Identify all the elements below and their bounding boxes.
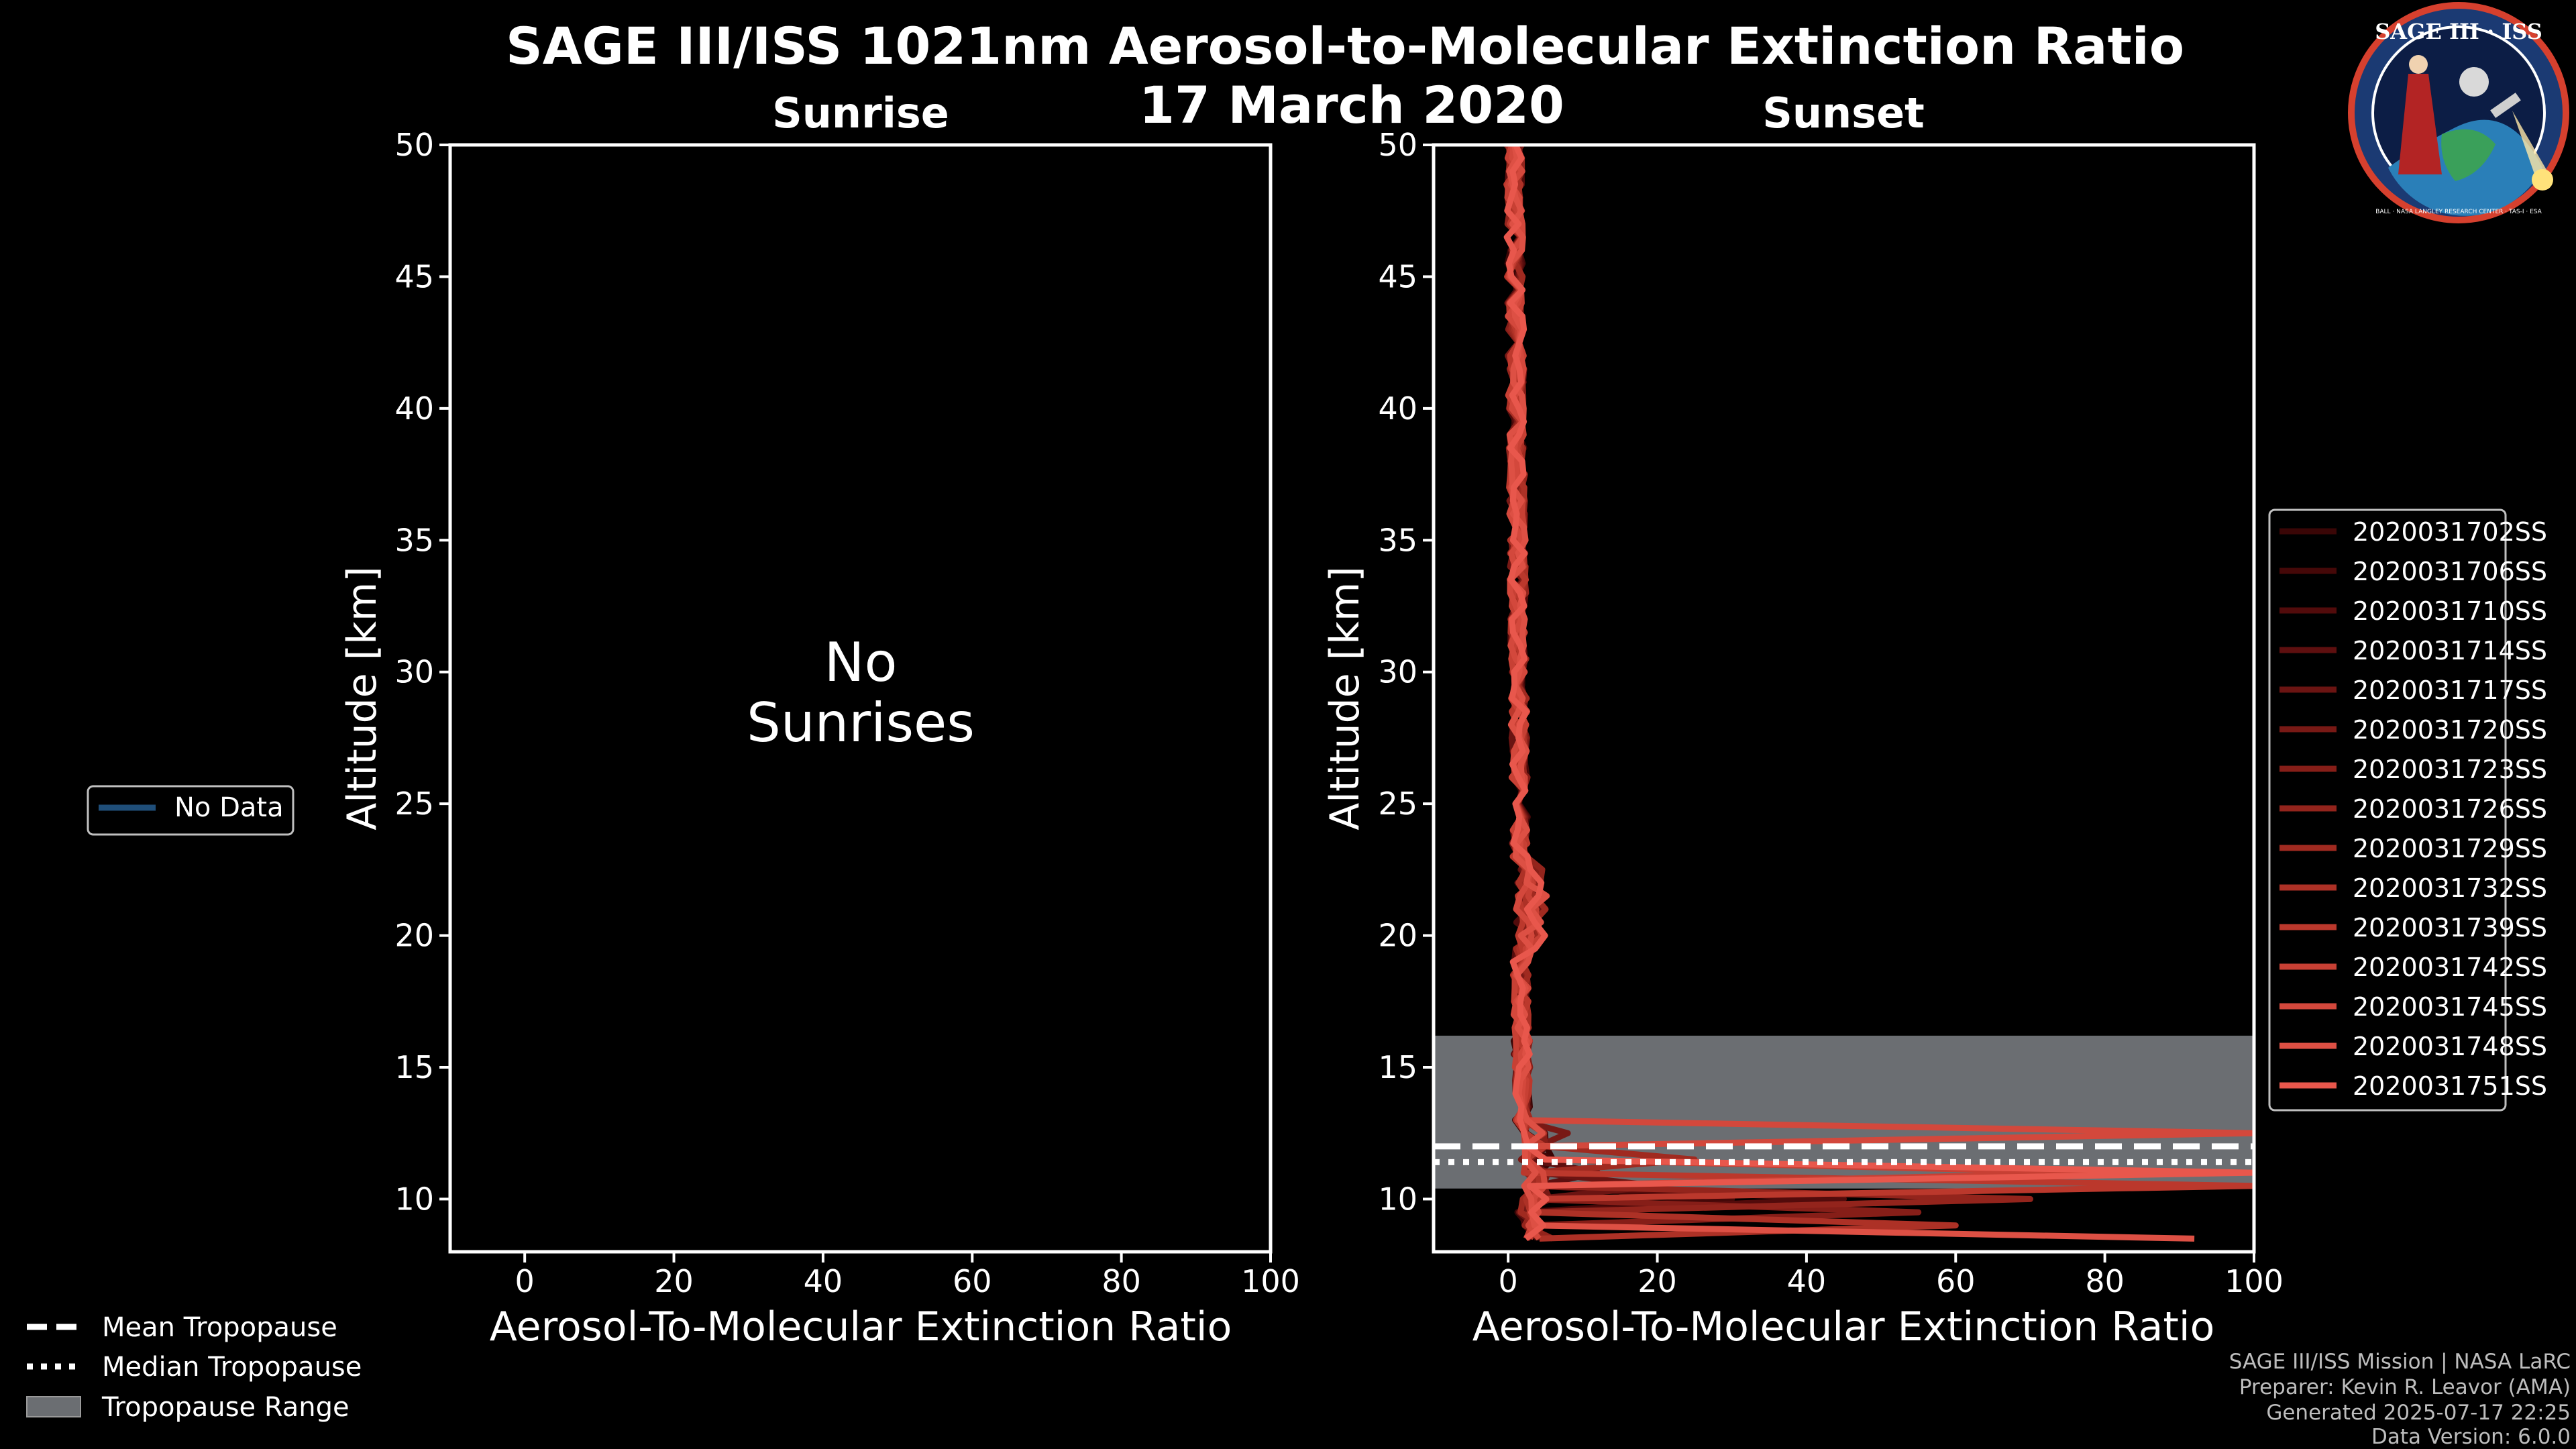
sage-iii-iss-logo: SAGE III · ISS BALL · NASA LANGLEY RESEA… [2348, 2, 2569, 223]
series-legend: 2020031702SS 2020031706SS 2020031710SS 2020… [2268, 508, 2547, 1112]
figure-title-line2: 17 March 2020 [1139, 75, 1564, 135]
sunset-ytick-label: 30 [1378, 654, 1417, 690]
sunrise-panel: 0 20 40 60 80 100 10 15 20 25 30 35 40 45 50 No Sunris… [339, 127, 1300, 1350]
sunset-xtick-label: 0 [1499, 1263, 1518, 1299]
sunrise-ytick-label: 50 [394, 127, 434, 163]
no-data-label: No Data [174, 792, 284, 823]
series-line-2020031751SS [1503, 145, 2254, 1241]
sunrise-ytick-label: 25 [394, 786, 434, 822]
sunrise-xtick-label: 40 [804, 1263, 843, 1299]
sunrise-annotation-line2: Sunrises [747, 692, 975, 754]
logo-moon-icon [2459, 67, 2489, 97]
sunset-ytick-label: 20 [1378, 918, 1417, 954]
tropopause-range-label: Tropopause Range [101, 1392, 350, 1423]
footer-line-generated: Generated 2025-07-17 22:25 [2266, 1401, 2571, 1425]
sunset-xtick-label: 60 [1936, 1263, 1976, 1299]
mean-tropopause-label: Mean Tropopause [102, 1312, 337, 1343]
sunrise-xlabel: Aerosol-To-Molecular Extinction Ratio [490, 1303, 1232, 1350]
sunrise-ytick-label: 30 [394, 654, 434, 690]
sunrise-ytick-label: 40 [394, 390, 434, 427]
legend-label-2020031710SS: 2020031710SS [2353, 596, 2547, 626]
no-data-legend: No Data [87, 785, 294, 836]
no-data-legend-frame [87, 785, 294, 836]
legend-label-2020031739SS: 2020031739SS [2353, 913, 2547, 943]
sunset-xtick-label: 100 [2224, 1263, 2284, 1299]
sunset-xtick-label: 20 [1638, 1263, 1677, 1299]
logo-iss-icon [2490, 93, 2521, 118]
sunrise-xtick-label: 20 [654, 1263, 694, 1299]
legend-label-2020031717SS: 2020031717SS [2353, 676, 2547, 705]
sunrise-ytick-label: 20 [394, 918, 434, 954]
legend-label-2020031720SS: 2020031720SS [2353, 715, 2547, 745]
footer-line-mission: SAGE III/ISS Mission | NASA LaRC [2229, 1350, 2571, 1374]
legend-label-2020031702SS: 2020031702SS [2353, 517, 2547, 547]
logo-scientist-head-icon [2409, 55, 2428, 74]
sunrise-xtick-label: 80 [1102, 1263, 1141, 1299]
sunrise-ytick-label: 15 [394, 1049, 434, 1085]
logo-continent-icon [2441, 129, 2496, 181]
legend-label-2020031732SS: 2020031732SS [2353, 873, 2547, 903]
sunrise-panel-title: Sunrise [772, 89, 949, 138]
sunset-ylabel: Altitude [km] [1322, 566, 1368, 830]
sunrise-plot-area [448, 143, 1273, 1254]
series-legend-entries: 2020031702SS 2020031706SS 2020031710SS 2020… [2279, 517, 2547, 1101]
legend-label-2020031723SS: 2020031723SS [2353, 755, 2547, 784]
legend-label-2020031742SS: 2020031742SS [2353, 953, 2547, 982]
footer-line-version: Data Version: 6.0.0 [2371, 1425, 2571, 1449]
sunrise-ytick-label: 10 [394, 1181, 434, 1217]
legend-label-2020031748SS: 2020031748SS [2353, 1032, 2547, 1061]
sunset-ytick-label: 45 [1378, 258, 1417, 294]
sunset-xtick-label: 80 [2085, 1263, 2125, 1299]
sunset-ticks: 0 20 40 60 80 100 10 15 20 25 30 35 40 45 50 [1378, 127, 2283, 1299]
logo-top-text: SAGE III · ISS [2375, 19, 2542, 44]
sunrise-xtick-label: 0 [515, 1263, 535, 1299]
sunset-ytick-label: 35 [1378, 522, 1417, 558]
tropopause-range-swatch [26, 1396, 81, 1417]
legend-label-2020031714SS: 2020031714SS [2353, 636, 2547, 665]
sunrise-ytick-label: 35 [394, 522, 434, 558]
sunset-ytick-label: 50 [1378, 127, 1417, 163]
logo-sun-beam-icon [2512, 111, 2549, 178]
legend-label-2020031726SS: 2020031726SS [2353, 794, 2547, 824]
median-tropopause-label: Median Tropopause [102, 1352, 362, 1383]
sunset-ytick-label: 25 [1378, 786, 1417, 822]
footer-credits: SAGE III/ISS Mission | NASA LaRC Prepare… [2229, 1350, 2571, 1449]
legend-label-2020031745SS: 2020031745SS [2353, 992, 2547, 1022]
sunrise-ytick-label: 45 [394, 258, 434, 294]
sunset-ytick-label: 40 [1378, 390, 1417, 427]
sunrise-annotation-line1: No [824, 631, 898, 694]
series-legend-frame [2268, 508, 2507, 1112]
legend-label-2020031751SS: 2020031751SS [2353, 1071, 2547, 1101]
logo-ring-text: BALL · NASA LANGLEY RESEARCH CENTER · TA… [2375, 209, 2542, 215]
logo-sun-icon [2532, 169, 2553, 191]
tropopause-legend: Mean Tropopause Median Tropopause Tropop… [26, 1312, 362, 1423]
legend-label-2020031729SS: 2020031729SS [2353, 834, 2547, 863]
sunset-ytick-label: 10 [1378, 1181, 1417, 1217]
sunset-ytick-label: 15 [1378, 1049, 1417, 1085]
sunset-panel: 0 20 40 60 80 100 10 15 20 25 30 35 40 45 50 Aerosol-T… [1322, 127, 2284, 1350]
sunset-xtick-label: 40 [1787, 1263, 1827, 1299]
sunrise-ticks: 0 20 40 60 80 100 10 15 20 25 30 35 40 45 50 [394, 127, 1299, 1299]
sunrise-xtick-label: 60 [953, 1263, 992, 1299]
sunset-xlabel: Aerosol-To-Molecular Extinction Ratio [1472, 1303, 2215, 1350]
figure-title-line1: SAGE III/ISS 1021nm Aerosol-to-Molecular… [506, 16, 2184, 76]
sunrise-ylabel: Altitude [km] [339, 566, 386, 830]
sunset-series-lines [1503, 145, 2254, 1242]
logo-scientist-figure-icon [2398, 74, 2442, 174]
sunset-panel-title: Sunset [1762, 89, 1925, 138]
sunrise-xtick-label: 100 [1241, 1263, 1300, 1299]
legend-label-2020031706SS: 2020031706SS [2353, 557, 2547, 586]
sunset-plot-frame [1432, 143, 2256, 1254]
footer-line-preparer: Preparer: Kevin R. Leavor (AMA) [2239, 1375, 2571, 1399]
